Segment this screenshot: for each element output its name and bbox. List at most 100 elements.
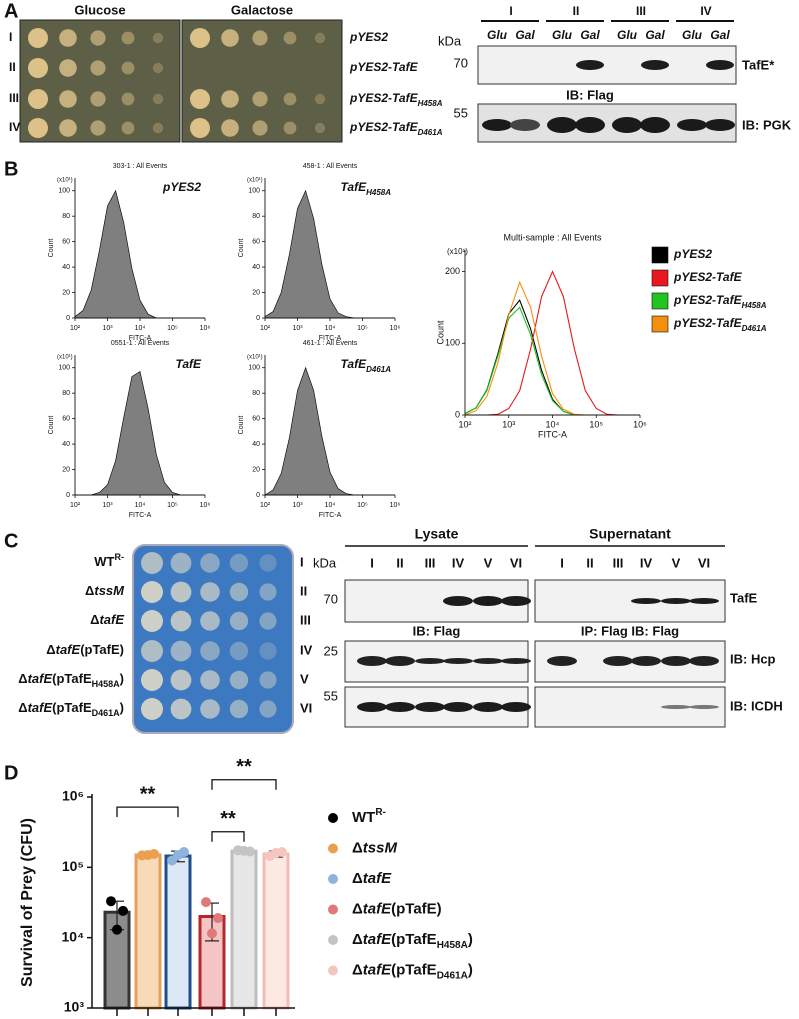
text-part: Δ — [352, 931, 363, 948]
y-tick-label: 60 — [252, 238, 260, 245]
text-part: tafE — [363, 870, 392, 887]
y-tick-label: 80 — [62, 390, 70, 397]
kda-label: kDa — [313, 555, 337, 570]
text-part: TafE — [175, 357, 202, 371]
band — [547, 117, 577, 133]
band — [415, 658, 445, 664]
lane-label: IV — [452, 555, 465, 570]
colony-spot — [141, 640, 163, 662]
colony-spot — [229, 699, 249, 719]
legend-dot — [328, 935, 338, 945]
text-part: tafE — [28, 700, 53, 715]
colony-spot — [121, 61, 135, 75]
row-label: VI — [300, 700, 312, 715]
data-point — [239, 845, 249, 856]
significance-bracket — [211, 831, 245, 842]
sample-label: TafED461A — [341, 357, 392, 373]
text-part: pYES2 — [162, 180, 201, 194]
x-tick-label: 10⁴ — [135, 502, 146, 509]
text-part: R- — [375, 807, 386, 818]
marker: 55 — [454, 105, 468, 120]
y-tick-label: 40 — [252, 264, 260, 271]
antibody-label: IB: Flag — [566, 87, 614, 102]
x-tick-label: 10⁵ — [357, 502, 368, 509]
colony-spot — [283, 31, 297, 45]
colony-spot — [90, 120, 106, 136]
bar — [134, 853, 162, 1010]
y-tick-label: 10⁴ — [62, 928, 85, 944]
text-part: H458A — [742, 301, 767, 310]
colony-spot — [314, 32, 326, 44]
y-tick-label: 20 — [252, 466, 260, 473]
y-axis-title: Count — [238, 239, 245, 258]
band — [576, 60, 604, 70]
y-unit: (x10¹) — [57, 178, 73, 184]
lane-label: I — [370, 555, 374, 570]
lane-label: V — [672, 555, 681, 570]
x-tick-label: 10⁴ — [546, 419, 560, 429]
bar — [262, 852, 290, 1010]
x-tick-label: 10² — [458, 419, 471, 429]
colony-spot — [190, 118, 210, 138]
marker: 70 — [324, 591, 338, 606]
y-tick-label: 60 — [62, 238, 70, 245]
colony-spot — [221, 119, 239, 137]
colony-spot — [190, 89, 210, 109]
text-part: D461A — [366, 365, 391, 374]
legend-label: ΔtssM — [352, 839, 397, 856]
data-point — [143, 849, 153, 860]
legend-label: ΔtafE(pTafEH458A) — [352, 931, 473, 951]
text-part: H458A — [92, 679, 121, 689]
plot-title: 303-1 : All Events — [113, 163, 168, 170]
legend-label: ΔtafE(pTafE) — [352, 900, 442, 917]
histogram-line — [464, 299, 640, 416]
colony-spot — [259, 554, 277, 572]
colony-spot — [141, 581, 163, 603]
x-tick-label: 10³ — [102, 325, 113, 332]
text-part: WT — [352, 809, 375, 826]
lane-label: Gal — [580, 28, 600, 42]
text-part: Δ — [18, 700, 27, 715]
y-axis-title: Count — [435, 320, 445, 345]
y-tick-label: 80 — [252, 390, 260, 397]
legend-label: WTR- — [352, 807, 386, 826]
row-label: IV — [9, 120, 20, 134]
band — [473, 702, 503, 712]
legend-label: ΔtafE(pTafED461A) — [352, 961, 473, 981]
colony-spot — [200, 699, 220, 719]
colony-spot — [59, 59, 77, 77]
colony-spot — [152, 122, 164, 134]
sample-label: pYES2 — [162, 180, 201, 194]
sample-label: TafEH458A — [341, 180, 392, 196]
medium-header: Galactose — [231, 2, 293, 17]
text-part: H458A — [366, 188, 391, 197]
band — [357, 656, 387, 666]
band — [640, 117, 670, 133]
legend-swatch — [651, 292, 669, 310]
y-unit: (x10¹) — [57, 355, 73, 361]
y-tick-label: 20 — [62, 289, 70, 296]
text-part: tssM — [94, 583, 125, 598]
y-tick-label: 60 — [62, 415, 70, 422]
lane-group: IV — [700, 4, 711, 18]
text-part: pYES2 — [673, 247, 712, 261]
text-part: Δ — [352, 839, 363, 856]
lane-label: III — [425, 555, 436, 570]
band — [473, 658, 503, 664]
text-part: TafE — [341, 180, 368, 194]
x-tick-label: 10² — [70, 325, 81, 332]
legend-swatch — [651, 246, 669, 264]
strain-label: pYES2-TafEH458A — [349, 91, 443, 107]
text-part: (pTafE) — [391, 900, 442, 917]
colony-spot — [28, 89, 48, 109]
lane-label: II — [396, 555, 403, 570]
text-part: pYES2-TafE — [349, 120, 419, 134]
text-part: (pTafE — [391, 931, 437, 948]
text-part: WT — [94, 554, 114, 569]
colony-spot — [259, 671, 277, 689]
text-part: pYES2-TafE — [673, 270, 743, 284]
significance-label: ** — [236, 756, 252, 778]
lane-label: III — [613, 555, 624, 570]
band — [547, 656, 577, 666]
